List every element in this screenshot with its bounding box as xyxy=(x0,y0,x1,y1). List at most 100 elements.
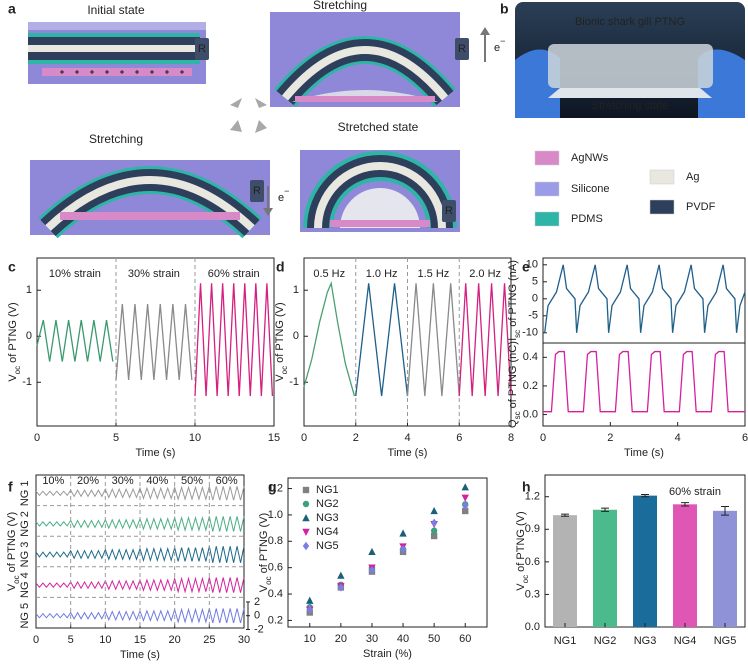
y-label-main: I xyxy=(507,338,519,341)
legend-label: NG3 xyxy=(316,512,339,524)
line-series xyxy=(406,283,460,397)
electron-label: e− xyxy=(494,36,505,54)
point xyxy=(368,547,376,556)
y-tick-label: 0.2 xyxy=(523,380,538,392)
legend-label: Silicone xyxy=(571,183,610,195)
error-bar xyxy=(561,513,569,517)
panel-label: a xyxy=(8,1,16,17)
trace-label: NG 3 xyxy=(19,542,31,568)
y-label-sub: oc xyxy=(264,576,273,584)
legend-label: NG5 xyxy=(316,540,339,552)
bar xyxy=(593,509,617,627)
x-tick-label: 4 xyxy=(675,432,681,444)
point xyxy=(306,605,313,615)
y-tick-label: 0.4 xyxy=(523,351,538,363)
electron-sign: − xyxy=(284,186,289,196)
point xyxy=(337,583,345,592)
y-tick-label: 0.6 xyxy=(268,562,283,574)
segment-label: 40% xyxy=(146,475,168,487)
y-label-sub: oc xyxy=(12,575,21,583)
x-tick-label: NG3 xyxy=(634,635,657,647)
y-label-main: V xyxy=(515,583,527,591)
trace-label: NG 5 xyxy=(19,603,31,629)
x-tick-label: 20 xyxy=(169,634,181,646)
x-tick-label: NG2 xyxy=(594,635,617,647)
electron: e xyxy=(494,42,500,54)
schematic-stretching-1 xyxy=(270,12,490,108)
error-bar xyxy=(721,505,729,516)
y-label-rest: of PTNG (V) xyxy=(274,302,286,366)
x-tick-label: 4 xyxy=(404,432,410,444)
scale-tick-label: 0 xyxy=(254,610,260,622)
legend-marker xyxy=(302,514,310,522)
cycle-arrows xyxy=(230,98,267,133)
point xyxy=(430,506,438,515)
x-axis-label: Strain (%) xyxy=(363,648,412,660)
y-tick-label: 0.8 xyxy=(268,535,283,547)
legend-label: PDMS xyxy=(571,213,603,225)
x-axis-label: Time (s) xyxy=(136,447,176,459)
legend-label: NG2 xyxy=(316,498,339,510)
point xyxy=(462,501,469,510)
y-label-sub: sc xyxy=(513,330,522,338)
x-tick-label: 6 xyxy=(742,432,748,444)
trace-label: NG 2 xyxy=(19,511,31,537)
y-label-rest: of PTNG (nC) xyxy=(507,341,519,411)
x-tick-label: NG1 xyxy=(554,635,577,647)
x-tick-label: 15 xyxy=(268,432,280,444)
x-tick-label: NG5 xyxy=(714,635,737,647)
y-tick-label: 1 xyxy=(293,284,299,296)
y-label-sub: oc xyxy=(521,575,530,583)
x-tick-label: 15 xyxy=(134,634,146,646)
axes-frame xyxy=(36,257,275,427)
line-series xyxy=(303,280,356,397)
y-label-sub: oc xyxy=(13,366,22,374)
line-series xyxy=(458,283,512,397)
y-tick-label: 1.2 xyxy=(268,482,283,494)
y-tick-label: 0.0 xyxy=(523,408,538,420)
y-label-main: V xyxy=(7,374,19,382)
x-axis-label: Time (s) xyxy=(120,649,160,661)
scale-tick-label: 2 xyxy=(254,596,260,608)
bar xyxy=(713,510,737,627)
electron-label: e− xyxy=(278,186,289,204)
point xyxy=(399,545,407,554)
x-tick-label: 2 xyxy=(353,432,359,444)
bar xyxy=(633,495,657,627)
error-bar xyxy=(601,507,609,512)
x-axis-label: Time (s) xyxy=(388,447,428,459)
y-label-main: V xyxy=(6,583,18,591)
y-axis-label: Voc of PTNG (V) xyxy=(274,302,289,381)
y-tick-label: 0 xyxy=(532,293,538,305)
x-tick-label: 10 xyxy=(189,432,201,444)
legend-marker xyxy=(302,500,310,508)
resistor-label: R xyxy=(198,43,206,55)
x-axis-label: Time (s) xyxy=(624,447,664,459)
y-label-main: V xyxy=(258,584,270,592)
x-tick-label: 0 xyxy=(301,432,307,444)
legend-marker xyxy=(302,541,310,551)
x-tick-label: 8 xyxy=(508,432,514,444)
bar xyxy=(673,504,697,627)
state-title: Stretching xyxy=(89,132,143,146)
legend-label: NG1 xyxy=(316,484,339,496)
charge-mark xyxy=(165,70,169,74)
segment-label: 20% xyxy=(77,475,99,487)
point xyxy=(337,571,345,579)
point xyxy=(306,596,314,604)
y-label-rest: of PTNG (nA) xyxy=(507,260,519,330)
line-series xyxy=(543,350,745,413)
x-tick-label: 0 xyxy=(33,634,39,646)
y-tick-label: 0.3 xyxy=(525,588,540,600)
y-tick-label: 0 xyxy=(26,330,32,342)
legend-swatch xyxy=(649,169,675,185)
legend-swatch xyxy=(534,181,560,197)
y-tick-label: 1.0 xyxy=(268,509,283,521)
resistor-label: R xyxy=(253,185,261,197)
point xyxy=(462,507,469,515)
x-tick-label: 10 xyxy=(99,634,111,646)
y-label-main: V xyxy=(274,374,286,382)
y-tick-label: 0.4 xyxy=(268,588,283,600)
y-axis-label: Voc of PTNG (V) xyxy=(258,513,273,592)
series-label: 1.5 Hz xyxy=(417,268,449,280)
